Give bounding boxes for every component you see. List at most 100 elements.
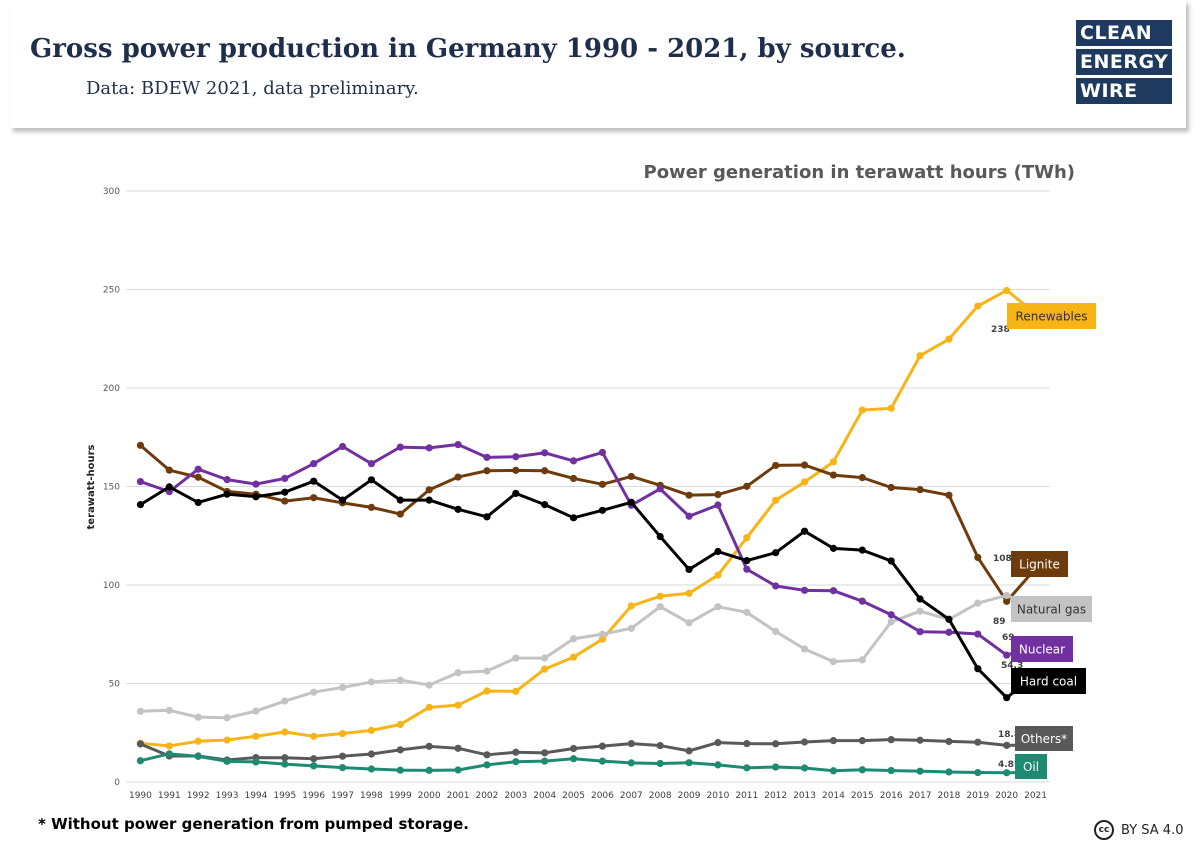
data-point-renewables	[627, 602, 635, 610]
data-point-hard-coal	[223, 490, 231, 498]
data-point-others	[483, 751, 491, 759]
x-tick-label: 2017	[909, 791, 932, 801]
data-point-hard-coal	[685, 565, 693, 574]
y-tick-label: 100	[103, 581, 120, 591]
data-point-natural-gas	[512, 654, 520, 662]
data-point-oil	[454, 766, 462, 774]
series-line-nuclear	[139, 443, 1037, 657]
y-tick-label: 0	[114, 778, 120, 788]
x-tick-label: 2019	[966, 791, 989, 801]
data-point-oil	[281, 760, 289, 768]
legend-label-natural-gas: Natural gas	[1017, 603, 1086, 617]
license-text: BY SA 4.0	[1121, 822, 1184, 838]
chart-title: Power generation in terawatt hours (TWh)	[644, 162, 1076, 183]
data-point-natural-gas	[338, 683, 347, 692]
data-point-natural-gas	[165, 706, 173, 714]
data-point-hard-coal	[656, 532, 664, 541]
x-tick-label: 2010	[706, 791, 729, 801]
data-point-others	[454, 744, 462, 752]
data-point-lignite	[512, 466, 520, 474]
data-point-nuclear	[512, 453, 520, 461]
data-point-natural-gas	[627, 624, 635, 632]
data-point-hard-coal	[945, 615, 953, 623]
y-tick-label: 150	[103, 483, 120, 493]
data-point-lignite	[887, 483, 895, 492]
x-tick-label: 2020	[995, 791, 1018, 801]
data-point-lignite	[974, 553, 982, 562]
page-title: Gross power production in Germany 1990 -…	[30, 34, 906, 64]
data-point-lignite	[281, 497, 289, 505]
x-tick-label: 2018	[937, 791, 960, 801]
data-point-nuclear	[136, 477, 145, 486]
data-point-oil	[223, 757, 231, 765]
data-point-nuclear	[252, 480, 260, 488]
data-point-natural-gas	[829, 658, 838, 666]
data-point-natural-gas	[136, 707, 145, 715]
data-point-hard-coal	[569, 514, 578, 522]
data-point-oil	[685, 759, 693, 767]
data-point-lignite	[483, 467, 491, 475]
data-point-renewables	[1003, 286, 1011, 295]
data-point-others	[714, 739, 722, 747]
license-badge: cc BY SA 4.0	[1094, 820, 1183, 840]
data-point-others	[396, 746, 404, 754]
data-point-hard-coal	[454, 505, 462, 513]
data-point-nuclear	[974, 630, 982, 638]
x-tick-label: 2007	[620, 791, 643, 801]
data-point-oil	[598, 757, 607, 765]
data-point-oil	[829, 767, 838, 775]
data-point-nuclear	[541, 449, 549, 457]
series-line-renewables	[140, 288, 1037, 748]
data-point-oil	[945, 768, 953, 776]
data-point-natural-gas	[223, 714, 231, 722]
data-point-oil	[425, 766, 433, 774]
legend-label-oil: Oil	[1023, 760, 1039, 774]
data-point-oil	[512, 758, 520, 766]
data-point-oil	[656, 759, 664, 768]
data-point-nuclear	[396, 443, 404, 451]
data-point-others	[829, 737, 838, 745]
data-point-hard-coal	[512, 489, 520, 497]
data-point-others	[656, 741, 664, 750]
data-point-renewables	[454, 701, 462, 709]
x-tick-label: 1995	[273, 791, 296, 801]
data-point-others	[136, 740, 145, 748]
legend-label-renewables: Renewables	[1016, 310, 1088, 324]
data-point-lignite	[772, 461, 780, 470]
data-point-oil	[858, 766, 866, 774]
end-value-label-others: 18.8	[998, 730, 1020, 740]
data-point-nuclear	[281, 474, 289, 483]
data-point-renewables	[772, 496, 780, 504]
data-point-others	[569, 744, 578, 753]
x-tick-label: 1994	[244, 791, 267, 801]
data-point-renewables	[541, 665, 549, 673]
data-point-hard-coal	[714, 547, 722, 556]
y-tick-label: 50	[109, 680, 121, 690]
data-point-hard-coal	[800, 527, 809, 535]
data-point-natural-gas	[772, 627, 780, 636]
y-axis-label: terawatt-hours	[86, 444, 97, 529]
creative-commons-icon: cc	[1094, 820, 1114, 840]
data-point-renewables	[310, 732, 318, 740]
footnote: * Without power generation from pumped s…	[38, 815, 470, 833]
data-point-natural-gas	[598, 630, 607, 638]
legend-box-lignite	[1011, 551, 1068, 577]
data-point-oil	[772, 763, 780, 771]
data-point-natural-gas	[887, 618, 895, 626]
legend-box-nuclear	[1011, 636, 1073, 662]
data-point-nuclear	[858, 597, 866, 605]
data-point-nuclear	[338, 442, 347, 451]
data-point-nuclear	[598, 448, 607, 457]
y-tick-label: 250	[103, 286, 120, 296]
data-point-others	[367, 750, 376, 758]
data-point-hard-coal	[310, 477, 318, 485]
data-point-hard-coal	[165, 483, 173, 491]
data-point-nuclear	[425, 444, 433, 452]
data-point-others	[945, 737, 953, 746]
data-point-oil	[136, 757, 145, 765]
data-point-natural-gas	[541, 654, 549, 662]
data-point-others	[743, 739, 751, 748]
data-point-oil	[1003, 769, 1011, 777]
data-point-nuclear	[800, 586, 809, 594]
